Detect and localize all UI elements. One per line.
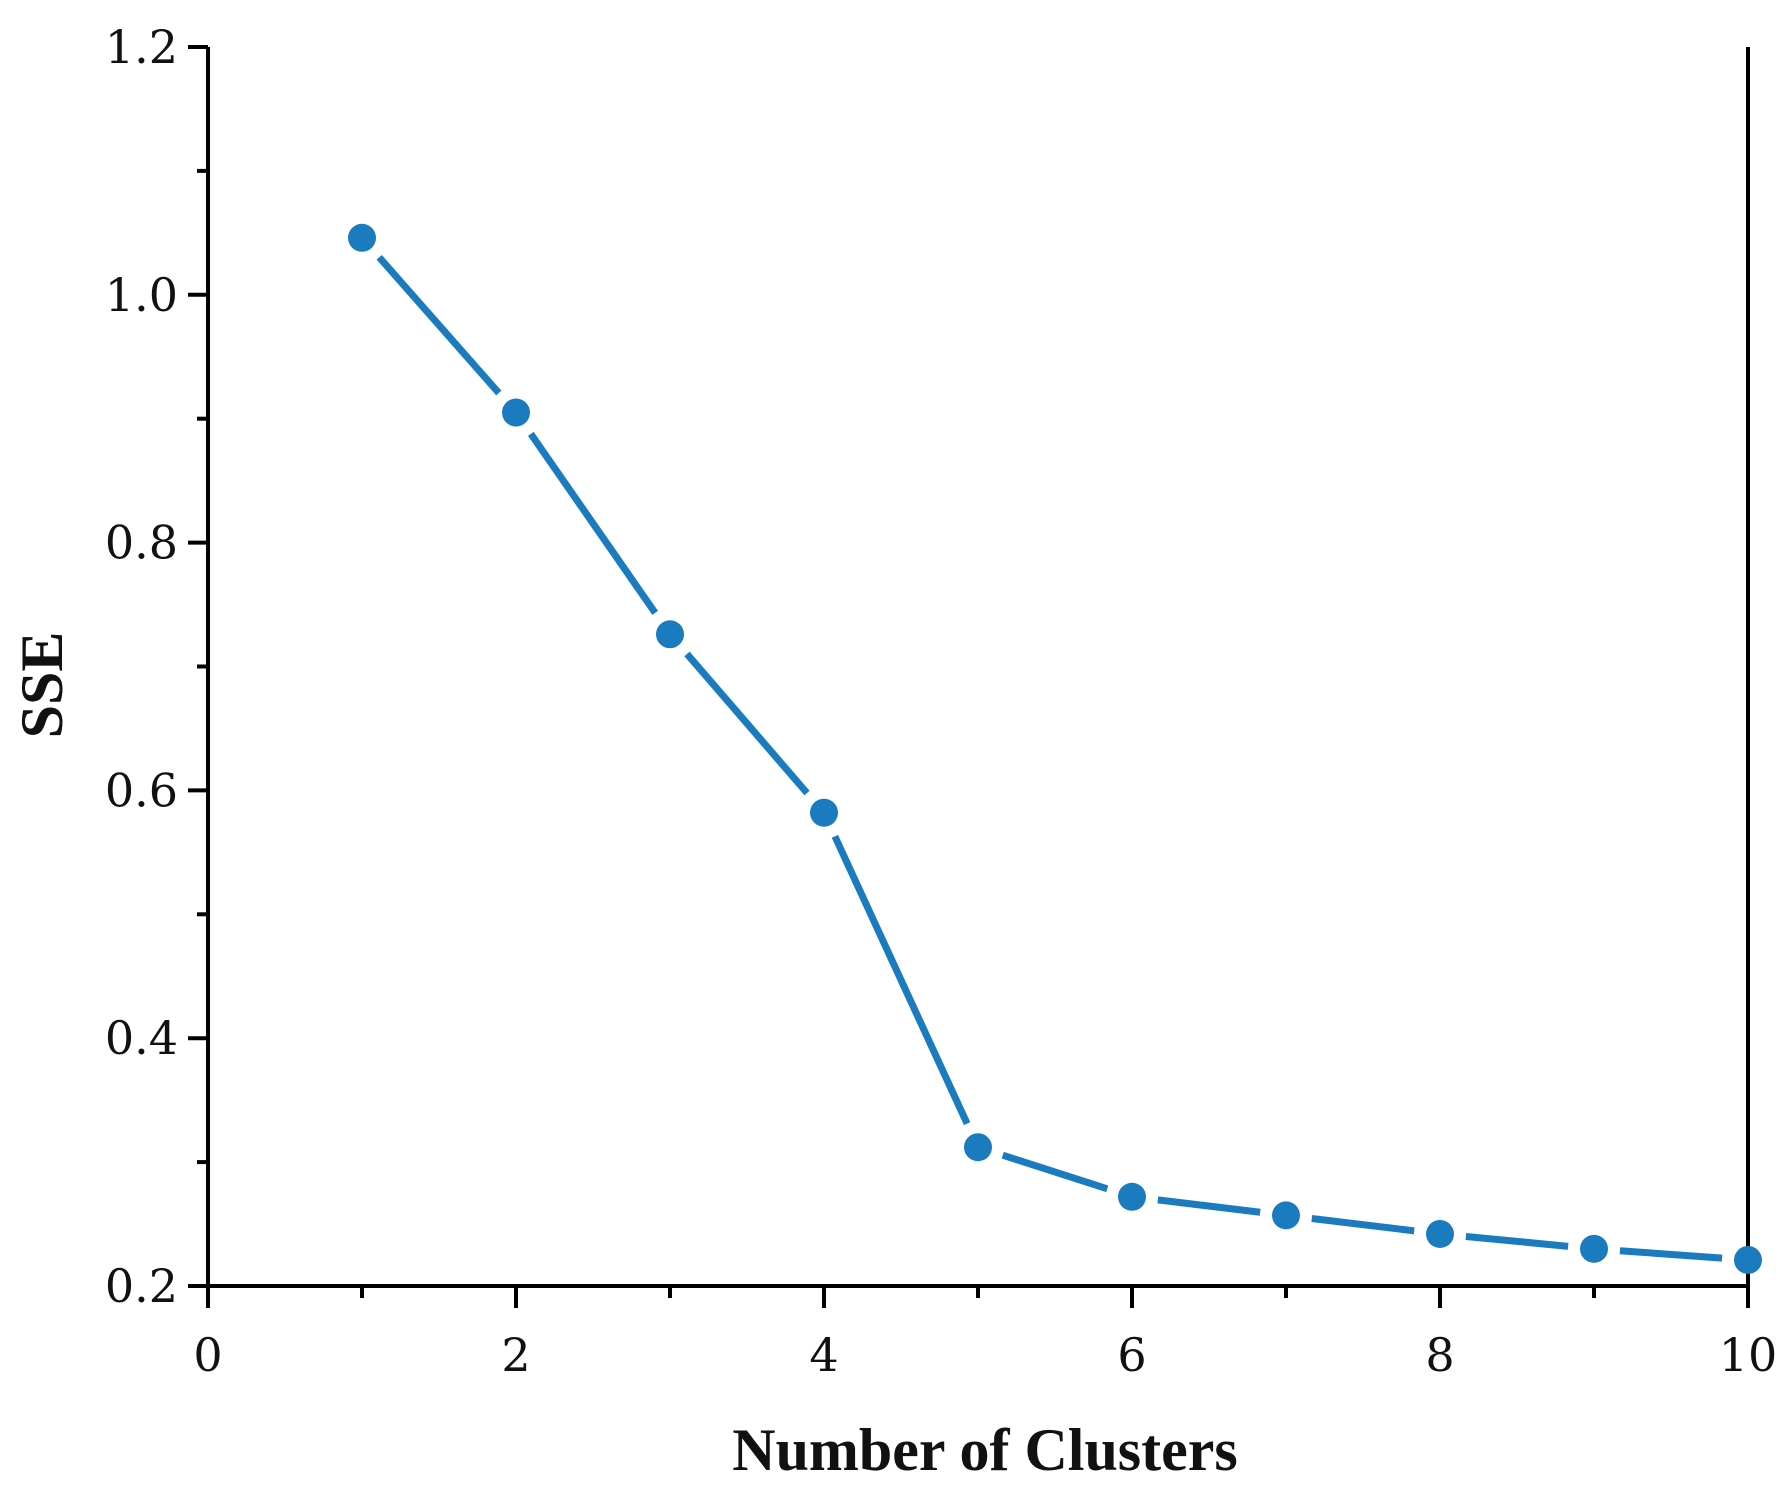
data-point [810, 798, 838, 827]
y-tick-label: 0.6 [105, 763, 178, 817]
data-point [656, 620, 684, 649]
x-axis-title: Number of Clusters [732, 1417, 1238, 1483]
series-line-segment [831, 834, 971, 1126]
y-tick-label: 0.8 [105, 516, 178, 570]
series-line-segment [376, 254, 502, 396]
y-tick-label: 1.0 [105, 268, 178, 322]
data-point [964, 1133, 992, 1162]
y-tick-label: 0.2 [105, 1259, 178, 1313]
data-point [502, 398, 530, 427]
data-point [348, 223, 376, 252]
data-point [1118, 1182, 1146, 1211]
axes [206, 47, 1750, 1288]
data-point [1426, 1219, 1454, 1248]
y-axis-title: SSE [9, 632, 75, 739]
series-line-segment [1157, 1196, 1261, 1216]
data-point [1272, 1201, 1300, 1230]
series-line-segment [1001, 1151, 1109, 1193]
series-line-segment [1619, 1247, 1723, 1262]
series-line-segment [527, 431, 659, 615]
y-tick-label: 1.2 [105, 20, 178, 74]
x-tick-label: 4 [809, 1328, 838, 1382]
series-layer [348, 223, 1762, 1274]
data-point [1580, 1234, 1608, 1263]
x-tick-label: 0 [193, 1328, 222, 1382]
x-tick-label: 8 [1425, 1328, 1454, 1382]
series-line-segment [1465, 1232, 1569, 1250]
data-point [1734, 1245, 1762, 1274]
x-tick-label: 10 [1719, 1328, 1778, 1382]
x-tick-label: 2 [501, 1328, 530, 1382]
series-line-segment [684, 651, 810, 796]
series-line-segment [1311, 1215, 1415, 1235]
y-tick-label: 0.4 [105, 1011, 178, 1065]
ticks: 0 2 4 6 8 10 0.2 0.4 0.6 0.8 1.0 1.2 [105, 20, 1777, 1382]
x-tick-label: 6 [1117, 1328, 1146, 1382]
